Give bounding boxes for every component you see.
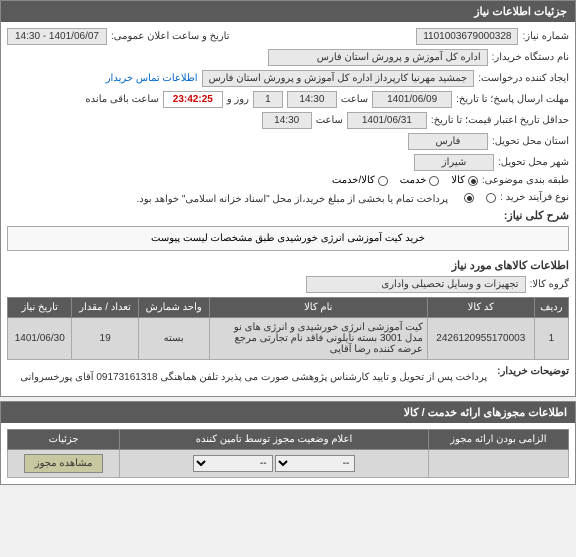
min-validity-time: 14:30 bbox=[262, 112, 312, 129]
permits-header: اطلاعات مجوزهای ارائه خدمت / کالا bbox=[1, 402, 575, 423]
buyer-notes-label: توضیحات خریدار: bbox=[497, 366, 569, 377]
buyer-notes-text: پرداخت پس از تحویل و تایید کارشناس پژوهش… bbox=[7, 366, 491, 390]
cell-name: کیت آموزشی انرژی خورشیدی و انرژی های نو … bbox=[209, 318, 427, 360]
need-number-label: شماره نیاز: bbox=[522, 31, 569, 42]
status-col1: الزامی بودن ارائه مجوز bbox=[428, 430, 568, 450]
radio-goods-circle bbox=[468, 176, 478, 186]
cell-index: 1 bbox=[534, 318, 568, 360]
requester-label: ایجاد کننده درخواست: bbox=[478, 73, 569, 84]
row-city: شهر محل تحویل: شیراز bbox=[7, 154, 569, 171]
cell-qty: 19 bbox=[72, 318, 138, 360]
row-group: گروه کالا: تجهیزات و وسایل تحصیلی واداری bbox=[7, 276, 569, 293]
contact-info-link[interactable]: اطلاعات تماس خریدار bbox=[106, 73, 198, 84]
radio-service[interactable]: خدمت bbox=[400, 175, 440, 186]
radio-both[interactable]: کالا/خدمت bbox=[332, 175, 388, 186]
group-label: گروه کالا: bbox=[530, 279, 569, 290]
col-code: کد کالا bbox=[427, 298, 534, 318]
time-label-2: ساعت bbox=[316, 115, 343, 126]
table-row: 1 2426120955170003 کیت آموزشی انرژی خورش… bbox=[8, 318, 569, 360]
row-min-validity: حداقل تاریخ اعتبار قیمت؛ تا تاریخ: 1401/… bbox=[7, 112, 569, 129]
status-cell-2: -- -- bbox=[120, 450, 429, 478]
footer-number: 1 bbox=[253, 91, 283, 108]
radio-proc-1[interactable] bbox=[486, 193, 496, 203]
status-select-2[interactable]: -- bbox=[193, 455, 273, 472]
permits-body: الزامی بودن ارائه مجوز اعلام وضعیت مجوز … bbox=[1, 423, 575, 484]
row-province: استان محل تحویل: فارس bbox=[7, 133, 569, 150]
cell-code: 2426120955170003 bbox=[427, 318, 534, 360]
announce-date-label: تاریخ و ساعت اعلان عمومی: bbox=[111, 31, 230, 42]
countdown-value: 23:42:25 bbox=[163, 91, 223, 108]
status-row: -- -- مشاهده مجوز bbox=[8, 450, 569, 478]
radio-both-circle bbox=[378, 176, 388, 186]
roll-label: روز و bbox=[227, 94, 249, 105]
status-col3: جزئیات bbox=[8, 430, 120, 450]
row-process-type: نوع فرآیند خرید : پرداخت تمام یا بخشی از… bbox=[7, 190, 569, 205]
need-number-value: 1101003679000328 bbox=[416, 28, 518, 45]
items-table: ردیف کد کالا نام کالا واحد شمارش تعداد /… bbox=[7, 297, 569, 360]
radio-proc-1-circle bbox=[486, 193, 496, 203]
requester-value: جمشید مهرنیا کارپرداز اداره کل آموزش و پ… bbox=[202, 70, 475, 87]
items-section-title: اطلاعات کالاهای مورد نیاز bbox=[7, 259, 569, 272]
row-category: طبقه بندی موضوعی: کالا خدمت کالا/خدمت bbox=[7, 175, 569, 186]
announce-date-value: 1401/06/07 - 14:30 bbox=[7, 28, 107, 45]
radio-proc-2-circle bbox=[464, 193, 474, 203]
row-response-deadline: مهلت ارسال پاسخ؛ تا تاریخ: 1401/06/09 سا… bbox=[7, 91, 569, 108]
radio-goods-label: کالا bbox=[451, 175, 465, 186]
panel-body: شماره نیاز: 1101003679000328 تاریخ و ساع… bbox=[1, 22, 575, 396]
province-value: فارس bbox=[408, 133, 488, 150]
process-radio-group bbox=[464, 193, 496, 203]
process-type-label: نوع فرآیند خرید : bbox=[500, 192, 569, 203]
permits-panel: اطلاعات مجوزهای ارائه خدمت / کالا الزامی… bbox=[0, 401, 576, 485]
city-label: شهر محل تحویل: bbox=[498, 157, 569, 168]
radio-goods[interactable]: کالا bbox=[451, 175, 478, 186]
response-deadline-date: 1401/06/09 bbox=[372, 91, 452, 108]
items-table-header-row: ردیف کد کالا نام کالا واحد شمارش تعداد /… bbox=[8, 298, 569, 318]
time-label-1: ساعت bbox=[341, 94, 368, 105]
view-permit-button[interactable]: مشاهده مجوز bbox=[24, 454, 104, 473]
payment-notice: پرداخت تمام یا بخشی از مبلغ خرید،از محل … bbox=[137, 194, 449, 205]
radio-service-circle bbox=[429, 176, 439, 186]
response-deadline-time: 14:30 bbox=[287, 91, 337, 108]
city-value: شیراز bbox=[414, 154, 494, 171]
row-need-number: شماره نیاز: 1101003679000328 تاریخ و ساع… bbox=[7, 28, 569, 45]
response-deadline-label: مهلت ارسال پاسخ؛ تا تاریخ: bbox=[456, 94, 569, 105]
col-index: ردیف bbox=[534, 298, 568, 318]
row-requester: ایجاد کننده درخواست: جمشید مهرنیا کارپرد… bbox=[7, 70, 569, 87]
category-radio-group: کالا خدمت کالا/خدمت bbox=[332, 175, 478, 186]
permits-title: اطلاعات مجوزهای ارائه خدمت / کالا bbox=[404, 407, 567, 419]
col-date: تاریخ نیاز bbox=[8, 298, 72, 318]
panel-header: جزئیات اطلاعات نیاز bbox=[1, 1, 575, 22]
col-qty: تعداد / مقدار bbox=[72, 298, 138, 318]
cell-date: 1401/06/30 bbox=[8, 318, 72, 360]
cell-unit: بسته bbox=[138, 318, 209, 360]
status-select-1[interactable]: -- bbox=[275, 455, 355, 472]
status-header-row: الزامی بودن ارائه مجوز اعلام وضعیت مجوز … bbox=[8, 430, 569, 450]
buyer-notes-row: توضیحات خریدار: پرداخت پس از تحویل و تای… bbox=[7, 366, 569, 390]
buyer-org-label: نام دستگاه خریدار: bbox=[492, 52, 569, 63]
desc-box: خرید کیت آموزشی انرژی خورشیدی طبق مشخصات… bbox=[7, 226, 569, 251]
status-cell-3: مشاهده مجوز bbox=[8, 450, 120, 478]
province-label: استان محل تحویل: bbox=[492, 136, 569, 147]
min-validity-date: 1401/06/31 bbox=[347, 112, 427, 129]
status-col2: اعلام وضعیت مجوز توسط تامین کننده bbox=[120, 430, 429, 450]
status-table: الزامی بودن ارائه مجوز اعلام وضعیت مجوز … bbox=[7, 429, 569, 478]
radio-both-label: کالا/خدمت bbox=[332, 175, 375, 186]
desc-label: شرح کلی نیاز: bbox=[7, 209, 569, 222]
panel-title: جزئیات اطلاعات نیاز bbox=[474, 6, 567, 18]
radio-service-label: خدمت bbox=[400, 175, 427, 186]
countdown-label: ساعت باقی مانده bbox=[85, 94, 158, 105]
row-buyer-org: نام دستگاه خریدار: اداره کل آموزش و پرور… bbox=[7, 49, 569, 66]
group-value: تجهیزات و وسایل تحصیلی واداری bbox=[306, 276, 526, 293]
main-panel: جزئیات اطلاعات نیاز شماره نیاز: 11010036… bbox=[0, 0, 576, 397]
radio-proc-2[interactable] bbox=[464, 193, 474, 203]
col-unit: واحد شمارش bbox=[138, 298, 209, 318]
col-name: نام کالا bbox=[209, 298, 427, 318]
min-validity-label: حداقل تاریخ اعتبار قیمت؛ تا تاریخ: bbox=[431, 115, 569, 126]
category-label: طبقه بندی موضوعی: bbox=[482, 175, 569, 186]
status-cell-1 bbox=[428, 450, 568, 478]
buyer-org-value: اداره کل آموزش و پرورش استان فارس bbox=[268, 49, 488, 66]
